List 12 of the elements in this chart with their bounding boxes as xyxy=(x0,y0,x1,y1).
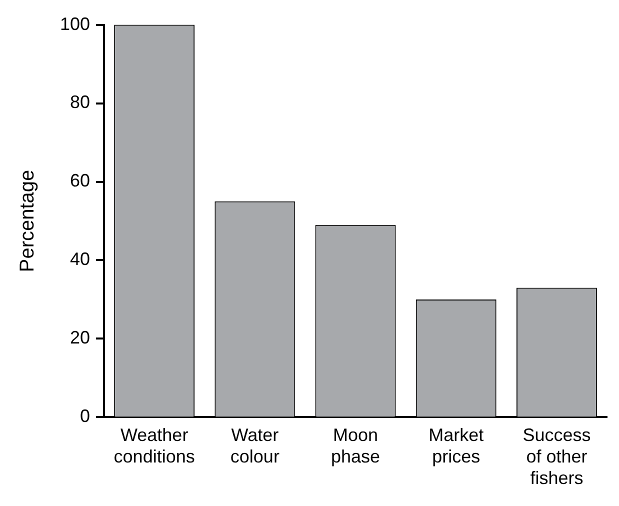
y-tick-label: 60 xyxy=(70,170,90,191)
y-tick-label: 20 xyxy=(70,328,90,348)
x-tick-label: Success of other fishers xyxy=(522,424,591,488)
x-tick-label: Moon phase xyxy=(330,424,380,467)
y-tick-label: 80 xyxy=(70,92,90,112)
x-tick-label: Market prices xyxy=(428,424,484,467)
y-tick-label: 40 xyxy=(70,249,90,270)
x-tick-label: Weather conditions xyxy=(114,424,195,467)
y-tick-label: 100 xyxy=(60,14,90,34)
y-axis-title: Percentage xyxy=(16,170,39,272)
x-tick-label: Water colour xyxy=(230,424,280,467)
y-tick-label: 0 xyxy=(80,406,90,426)
